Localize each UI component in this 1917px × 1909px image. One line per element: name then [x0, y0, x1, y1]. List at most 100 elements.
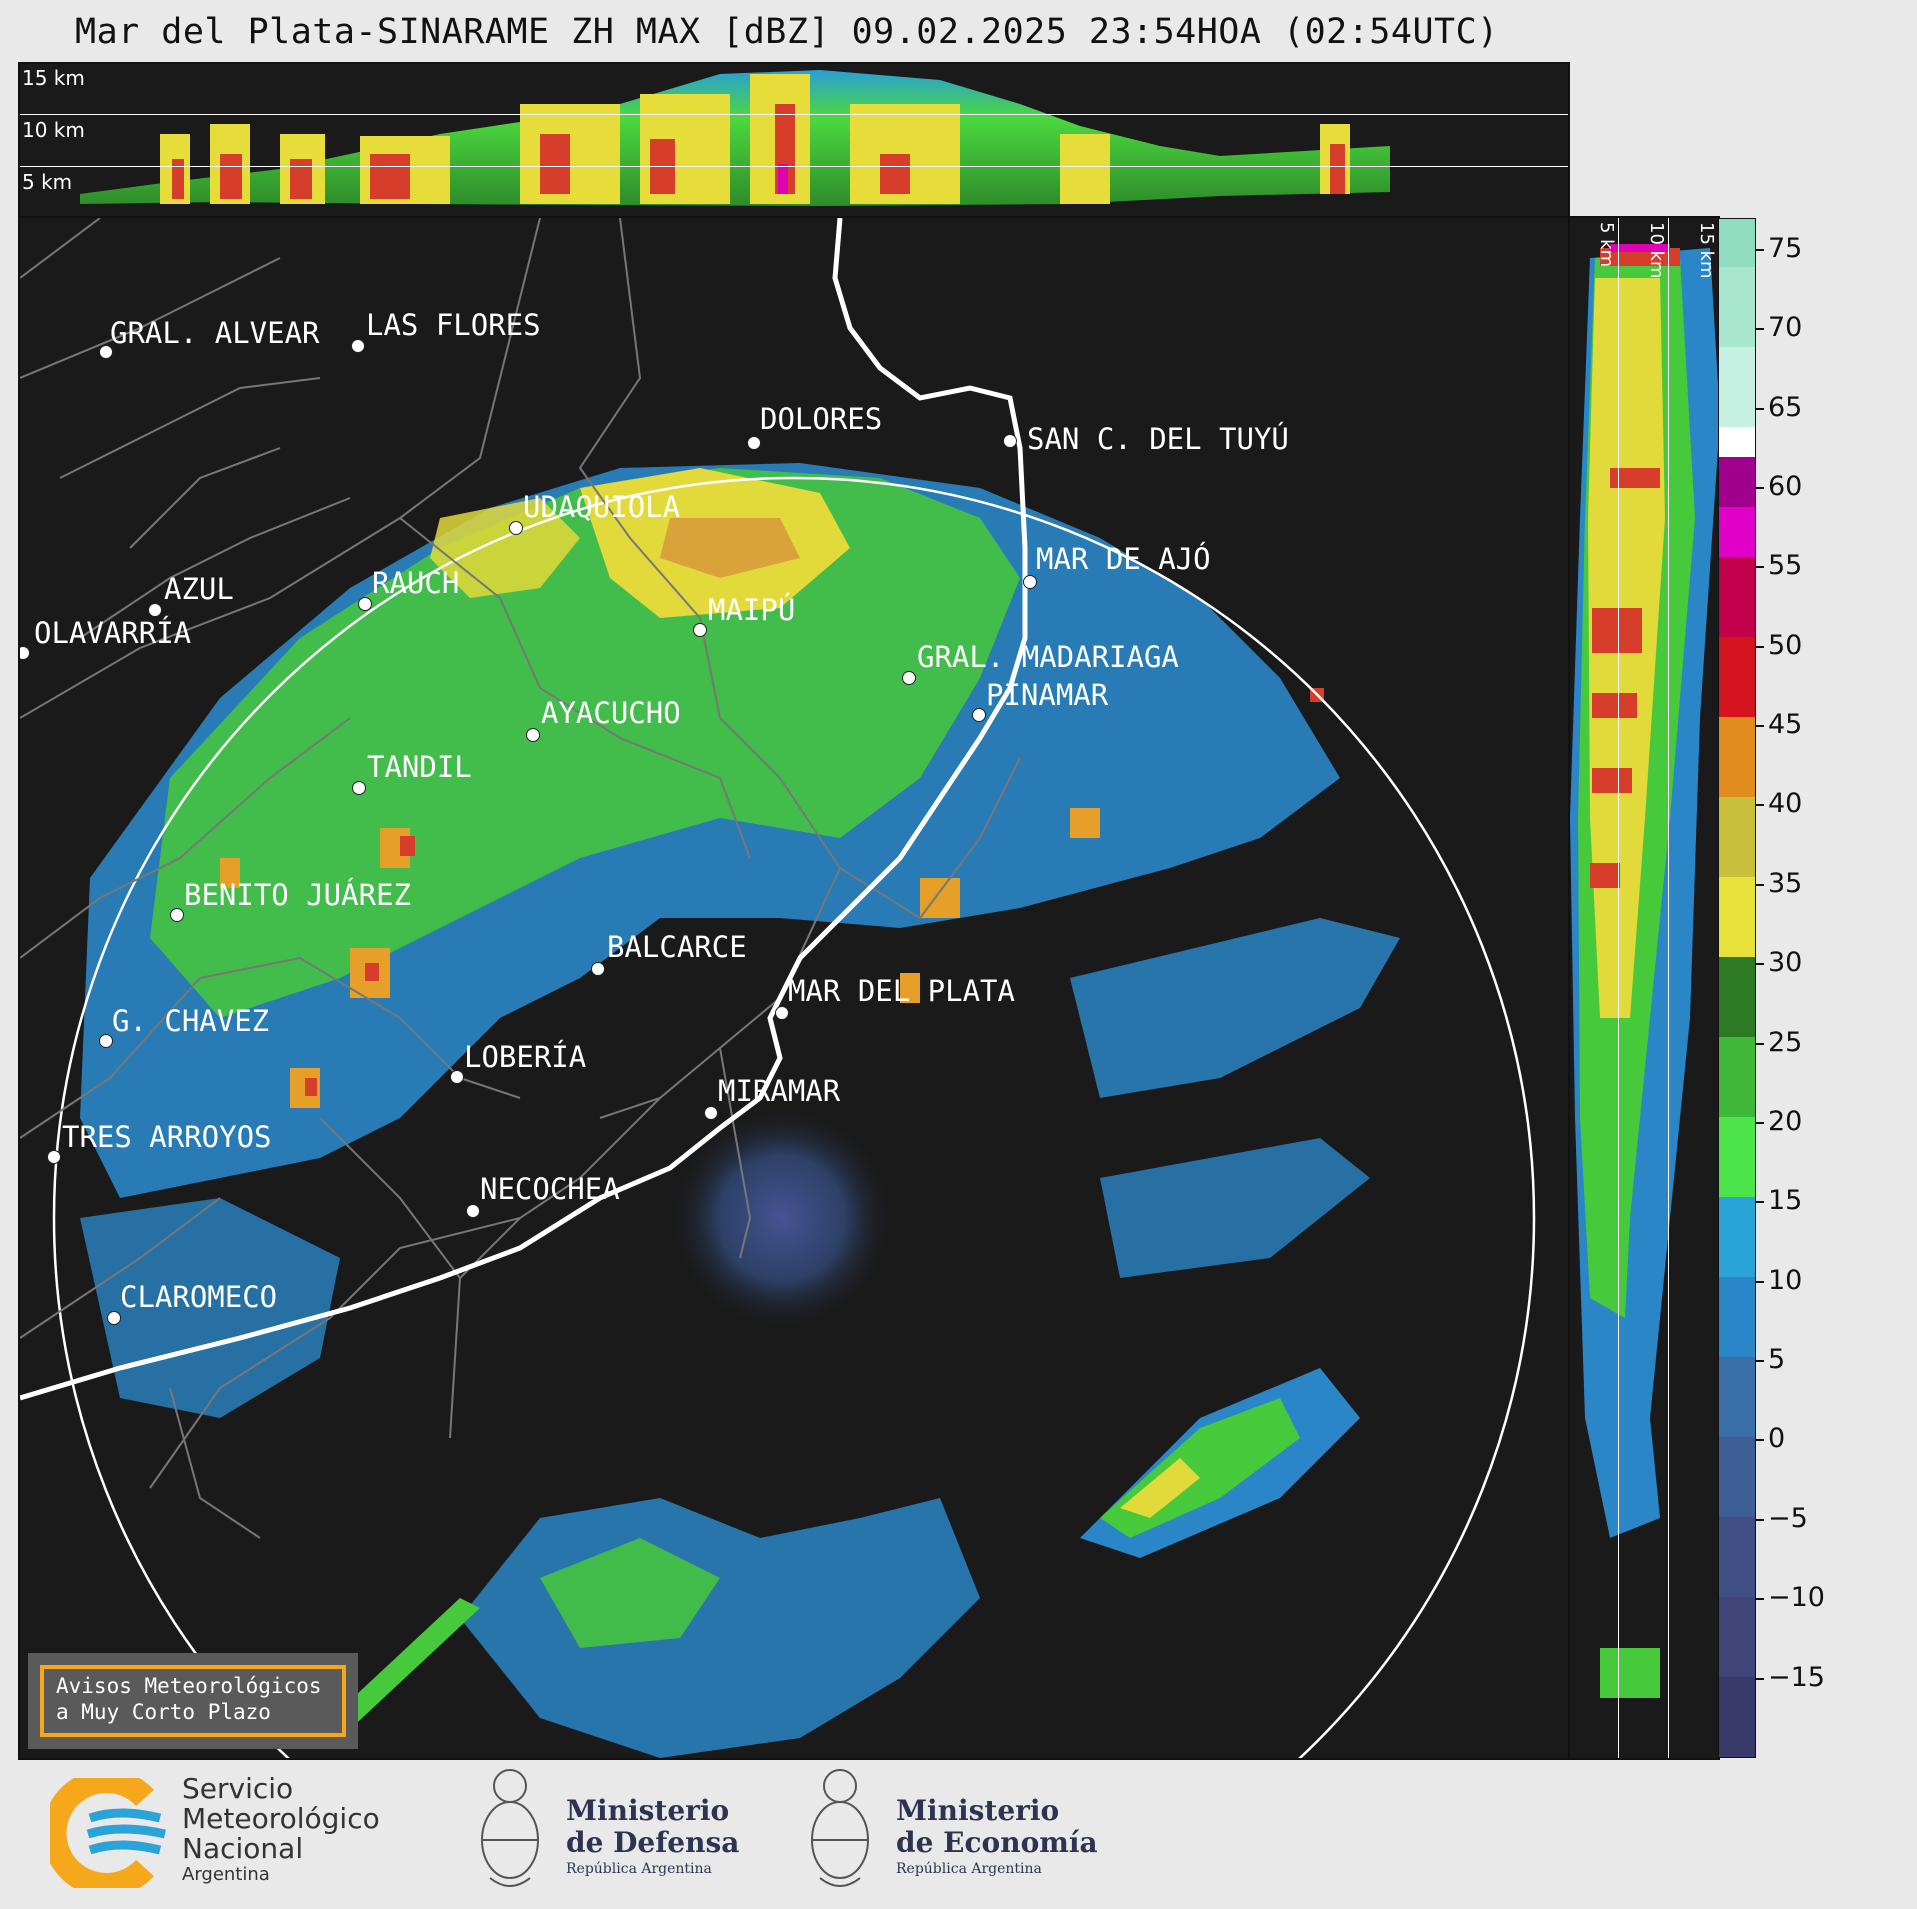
city-dot-mar-de-ajo — [1023, 575, 1037, 589]
height-line-10km-vertical — [1668, 218, 1669, 1758]
city-dot-necochea — [466, 1204, 480, 1218]
height-label-5km: 5 km — [22, 170, 73, 194]
smn-line-1: Servicio — [182, 1772, 294, 1805]
city-label-benito-juarez: BENITO JUÁREZ — [184, 878, 411, 912]
city-dot-las-flores — [351, 339, 365, 353]
city-dot-mar-del-plata — [775, 1006, 789, 1020]
colorbar-tick-label: 10 — [1768, 1264, 1803, 1296]
city-label-tandil: TANDIL — [367, 750, 472, 784]
warning-box[interactable]: Avisos Meteorológicos a Muy Corto Plazo — [28, 1653, 358, 1749]
city-label-gral-madariaga: GRAL. MADARIAGA — [917, 640, 1179, 674]
city-dot-maipu — [693, 623, 707, 637]
city-dot-balcarce — [591, 962, 605, 976]
city-dot-pinamar — [972, 708, 986, 722]
city-label-pinamar: PINAMAR — [986, 678, 1109, 712]
defensa-line-3: República Argentina — [566, 1861, 712, 1877]
colorbar — [1718, 218, 1756, 1758]
colorbar-tick-label: −15 — [1768, 1661, 1825, 1693]
city-label-dolores: DOLORES — [760, 402, 883, 436]
city-label-loberia: LOBERÍA — [464, 1040, 587, 1074]
colorbar-tick-mark — [1756, 1518, 1764, 1521]
height-label-15km: 15 km — [22, 66, 85, 90]
colorbar-tick-mark — [1756, 883, 1764, 886]
right-reflectivity-profile — [1570, 244, 1718, 1698]
city-label-maipu: MAIPÚ — [708, 593, 796, 627]
colorbar-tick-label: −10 — [1768, 1582, 1825, 1614]
economia-line-3: República Argentina — [896, 1861, 1042, 1877]
smn-logo-icon — [42, 1769, 166, 1897]
city-label-mar-del-plata: MAR DEL PLATA — [788, 974, 1015, 1008]
city-dot-san-c-del-tuyu — [1003, 434, 1017, 448]
warning-line-1: Avisos Meteorológicos — [56, 1674, 322, 1698]
colorbar-tick-mark — [1756, 566, 1764, 569]
vertical-label-15km: 15 km — [1696, 222, 1717, 279]
city-dot-tres-arroyos — [47, 1150, 61, 1164]
colorbar-tick-label: 0 — [1768, 1423, 1786, 1455]
colorbar-tick-mark — [1756, 1360, 1764, 1363]
city-dot-ayacucho — [526, 728, 540, 742]
colorbar-tick-label: 50 — [1768, 629, 1803, 661]
economia-line-2: de Economía — [896, 1826, 1098, 1859]
height-line-5km — [20, 166, 1568, 167]
economia-logo-text: Ministerio de Economía República Argenti… — [896, 1795, 1098, 1879]
city-label-tres-arroyos: TRES ARROYOS — [62, 1120, 272, 1154]
defensa-logo-text: Ministerio de Defensa República Argentin… — [566, 1795, 739, 1879]
range-ring — [52, 476, 1536, 1758]
colorbar-tick-label: 15 — [1768, 1185, 1803, 1217]
city-label-las-flores: LAS FLORES — [366, 308, 541, 342]
colorbar-gradient — [1719, 219, 1755, 1757]
city-dot-dolores — [747, 436, 761, 450]
city-dot-udaquiola — [509, 521, 523, 535]
city-label-udaquiola: UDAQUIOLA — [523, 490, 681, 524]
colorbar-tick-label: 30 — [1768, 947, 1803, 979]
height-label-10km: 10 km — [22, 118, 85, 142]
city-label-balcarce: BALCARCE — [607, 930, 747, 964]
smn-line-3: Nacional — [182, 1832, 304, 1865]
vertical-label-5km: 5 km — [1596, 222, 1617, 268]
smn-line-4: Argentina — [182, 1864, 270, 1885]
smn-line-2: Meteorológico — [182, 1802, 380, 1835]
city-dot-g-chavez — [99, 1034, 113, 1048]
defensa-seal — [470, 1760, 550, 1904]
city-label-claromeco: CLAROMECO — [120, 1280, 278, 1314]
colorbar-tick-mark — [1756, 1042, 1764, 1045]
coat-of-arms-icon — [811, 1769, 869, 1887]
city-dot-gral-madariaga — [902, 671, 916, 685]
colorbar-tick-label: 40 — [1768, 788, 1803, 820]
colorbar-tick-mark — [1756, 248, 1764, 251]
vertical-label-10km: 10 km — [1646, 222, 1667, 279]
colorbar-tick-label: −5 — [1768, 1502, 1808, 1534]
colorbar-tick-mark — [1756, 407, 1764, 410]
coat-of-arms-icon — [481, 1769, 539, 1887]
colorbar-tick-mark — [1756, 963, 1764, 966]
city-dot-azul — [148, 603, 162, 617]
colorbar-tick-mark — [1756, 1280, 1764, 1283]
city-label-g-chavez: G. CHAVEZ — [112, 1004, 270, 1038]
colorbar-tick-mark — [1756, 328, 1764, 331]
height-line-10km — [20, 114, 1568, 115]
colorbar-tick-label: 20 — [1768, 1105, 1803, 1137]
city-label-san-c-del-tuyu: SAN C. DEL TUYÚ — [1027, 422, 1289, 456]
economia-seal — [800, 1760, 880, 1904]
city-label-ayacucho: AYACUCHO — [541, 696, 681, 730]
city-label-miramar: MIRAMAR — [718, 1074, 841, 1108]
defensa-line-1: Ministerio — [566, 1794, 730, 1827]
top-reflectivity-profile — [80, 70, 1390, 206]
colorbar-tick-mark — [1756, 1439, 1764, 1442]
radar-map[interactable]: GRAL. ALVEAR LAS FLORES DOLORES SAN C. D… — [18, 216, 1570, 1760]
colorbar-tick-label: 65 — [1768, 391, 1803, 423]
colorbar-tick-label: 70 — [1768, 312, 1803, 344]
city-label-gral-alvear: GRAL. ALVEAR — [110, 316, 320, 350]
coastline — [20, 218, 1028, 1401]
smn-logo — [42, 1769, 170, 1897]
colorbar-tick-mark — [1756, 725, 1764, 728]
city-dot-olavarria — [20, 646, 30, 660]
city-label-azul: AZUL — [164, 572, 234, 606]
city-label-rauch: RAUCH — [372, 566, 460, 600]
economia-line-1: Ministerio — [896, 1794, 1060, 1827]
city-dot-loberia — [450, 1070, 464, 1084]
defensa-line-2: de Defensa — [566, 1826, 740, 1859]
colorbar-tick-mark — [1756, 1598, 1764, 1601]
city-dot-miramar — [704, 1106, 718, 1120]
smn-logo-text: Servicio Meteorológico Nacional Argentin… — [182, 1774, 380, 1886]
